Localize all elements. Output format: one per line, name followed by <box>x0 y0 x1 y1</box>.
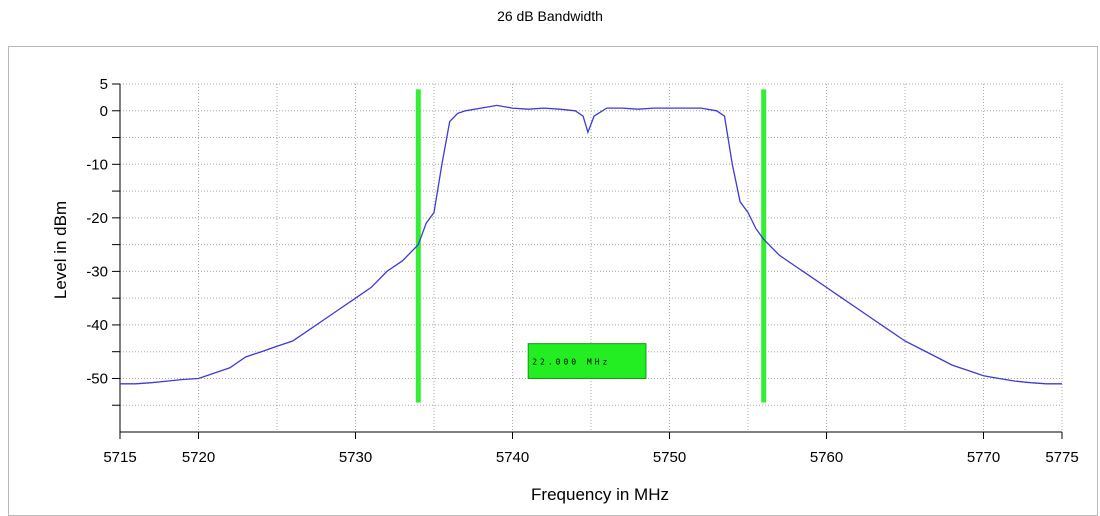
x-tick-label: 5730 <box>339 449 372 466</box>
series <box>120 104 1062 385</box>
x-tick-label: 5720 <box>182 449 215 466</box>
bandwidth-box-rect <box>527 343 647 379</box>
x-tick-label: 5715 <box>103 449 136 466</box>
y-tick-label: -20 <box>86 210 108 227</box>
x-tick-label: 5775 <box>1045 449 1078 466</box>
x-tick-label: 5770 <box>967 449 1000 466</box>
x-tick-label: 5760 <box>810 449 843 466</box>
x-tick-label: 5750 <box>653 449 686 466</box>
y-tick-label: -50 <box>86 370 108 387</box>
y-tick-label: -10 <box>86 156 108 173</box>
bandwidth-marker-line <box>415 89 421 403</box>
axes <box>119 84 1062 433</box>
y-tick-label: 0 <box>100 103 108 120</box>
bandwidth-box: 22.000 MHz <box>527 343 647 379</box>
bandwidth-marker-line <box>761 89 767 403</box>
spectrum-trace <box>120 104 1062 385</box>
y-axis-title: Level in dBm <box>51 201 70 299</box>
y-tick-label: -40 <box>86 317 108 334</box>
ticks: 5 0 -10 -20 -30 -40 -50 5715 5720 5730 5740 5750 576… <box>86 76 1078 466</box>
y-tick-label: 5 <box>100 76 108 93</box>
markers <box>415 89 767 403</box>
bandwidth-box-label: 22.000 MHz <box>532 357 610 366</box>
chart-title: 26 dB Bandwidth <box>497 8 603 24</box>
y-tick-label: -30 <box>86 263 108 280</box>
grid <box>120 83 1063 432</box>
x-axis-title: Frequency in MHz <box>531 485 669 504</box>
x-tick-label: 5740 <box>496 449 529 466</box>
